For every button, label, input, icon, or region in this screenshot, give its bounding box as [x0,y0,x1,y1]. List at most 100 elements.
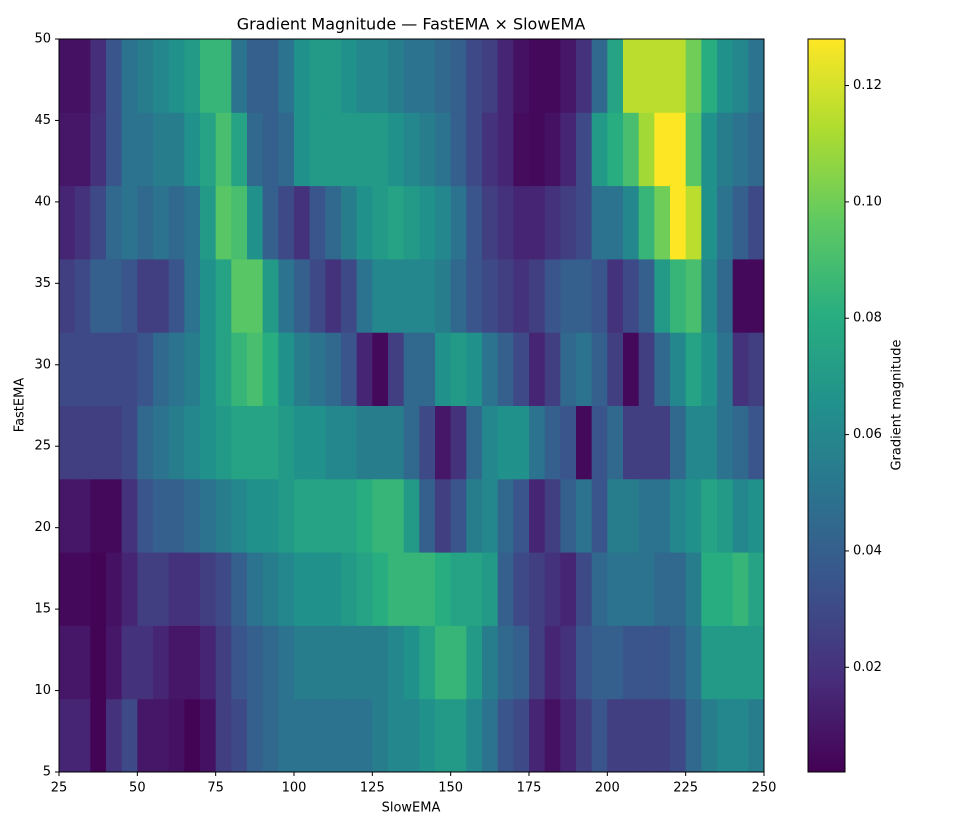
heatmap-cell [59,478,76,553]
heatmap-cell [560,112,577,187]
heatmap-cell [435,185,452,260]
heatmap-cell [247,478,264,553]
heatmap-cell [419,258,436,333]
heatmap-cell [419,39,436,113]
heatmap-cell [435,332,452,406]
heatmap-cell [231,39,248,113]
heatmap-cell [717,405,734,480]
heatmap-cell [200,625,217,700]
heatmap-cell [701,552,718,626]
heatmap-cell [121,405,138,480]
heatmap-cell [59,185,76,260]
heatmap-cell [419,185,436,260]
y-tick-label: 35 [34,276,51,291]
heatmap-cell [356,405,373,480]
heatmap-cell [748,405,765,480]
heatmap-cell [121,39,138,113]
heatmap-cell [732,552,749,626]
heatmap-cell [215,258,232,333]
heatmap-cell [309,258,326,333]
heatmap-cell [200,112,217,187]
heatmap-cell [341,258,358,333]
heatmap-cell [74,405,91,480]
heatmap-cell [685,258,702,333]
heatmap-cell [325,258,342,333]
heatmap-cell [623,625,640,700]
heatmap-cell [497,625,514,700]
heatmap-cell [482,405,499,480]
heatmap-cell [701,185,718,260]
heatmap-cell [309,112,326,187]
heatmap-cell [607,258,624,333]
heatmap-cell [403,258,420,333]
heatmap-cell [670,185,687,260]
heatmap-cell [497,698,514,773]
heatmap-cell [231,552,248,626]
heatmap-cell [732,39,749,113]
heatmap-cell [74,332,91,406]
heatmap-cell [231,405,248,480]
heatmap-cell [466,698,483,773]
heatmap-cell [435,405,452,480]
heatmap-cell [701,258,718,333]
heatmap-cell [59,39,76,113]
heatmap-cell [215,112,232,187]
heatmap-cell [59,625,76,700]
heatmap-cell [529,552,546,626]
heatmap-cell [278,625,295,700]
heatmap-cell [591,625,608,700]
heatmap-cell [153,39,170,113]
heatmap-cell [90,332,107,406]
heatmap-cell [325,39,342,113]
heatmap-cell [403,185,420,260]
heatmap-cell [435,625,452,700]
x-tick-label: 150 [438,781,463,796]
heatmap-cell [59,405,76,480]
heatmap-cell [309,332,326,406]
heatmap-cell [450,478,467,553]
heatmap-cell [607,698,624,773]
heatmap-cell [294,112,311,187]
heatmap-cell [482,698,499,773]
heatmap-cell [560,258,577,333]
heatmap-cell [247,625,264,700]
heatmap-cell [576,552,593,626]
heatmap-cell [309,625,326,700]
heatmap-cell [90,625,107,700]
heatmap-cell [153,625,170,700]
heatmap-cell [278,332,295,406]
heatmap-cell [435,39,452,113]
heatmap-cell [215,625,232,700]
heatmap-cell [748,258,765,333]
heatmap-cell [529,185,546,260]
heatmap-cell [294,625,311,700]
heatmap-cell [466,112,483,187]
heatmap-cell [450,258,467,333]
heatmap-cell [638,552,655,626]
heatmap-cell [231,625,248,700]
y-tick-label: 40 [34,194,51,209]
y-tick-label: 25 [34,439,51,454]
heatmap-cell [748,185,765,260]
heatmap-cell [372,478,389,553]
heatmap-cell [356,478,373,553]
heatmap-cell [153,258,170,333]
heatmap-cell [701,625,718,700]
heatmap-cell [278,552,295,626]
heatmap-cell [748,698,765,773]
x-tick-label: 25 [51,781,68,796]
heatmap-cell [106,112,123,187]
heatmap-cell [184,478,201,553]
heatmap-cell [607,478,624,553]
heatmap-cell [450,698,467,773]
heatmap-cell [106,405,123,480]
heatmap-cell [403,478,420,553]
heatmap-cell [247,185,264,260]
heatmap-cell [544,405,561,480]
heatmap-cell [200,39,217,113]
heatmap-cell [200,478,217,553]
heatmap-cell [168,625,185,700]
heatmap-cell [607,625,624,700]
heatmap-cell [59,332,76,406]
heatmap-cell [591,332,608,406]
